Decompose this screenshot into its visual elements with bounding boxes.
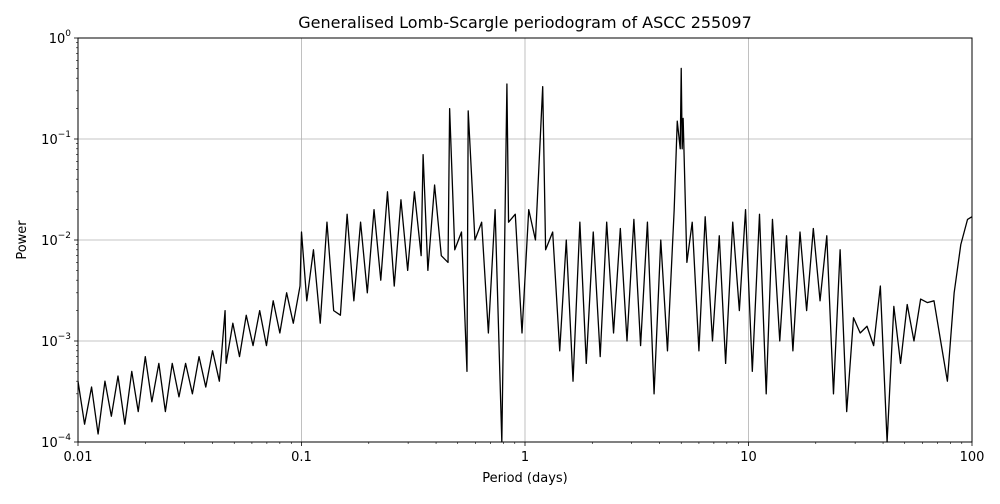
chart-title: Generalised Lomb-Scargle periodogram of …	[298, 13, 752, 32]
x-tick-label: 100	[960, 450, 985, 465]
y-axis-label: Power	[15, 220, 30, 260]
x-tick-label: 0.01	[64, 450, 93, 465]
y-tick-label: 10−4	[41, 433, 71, 451]
x-tick-label: 10	[740, 450, 757, 465]
y-tick-label: 100	[49, 29, 72, 47]
y-tick-label: 10−3	[41, 332, 71, 350]
tick-layer: 0.01 0.1 1 10 100 10−4 10−3 10−2 10−1 100	[41, 29, 984, 465]
y-tick-label: 10−2	[41, 231, 71, 249]
x-tick-label: 1	[521, 450, 529, 465]
grid-layer	[78, 38, 972, 442]
power-series-line	[77, 67, 973, 443]
x-axis-label: Period (days)	[482, 471, 568, 486]
series-layer	[77, 67, 973, 443]
x-tick-label: 0.1	[291, 450, 312, 465]
y-tick-label: 10−1	[41, 130, 71, 148]
